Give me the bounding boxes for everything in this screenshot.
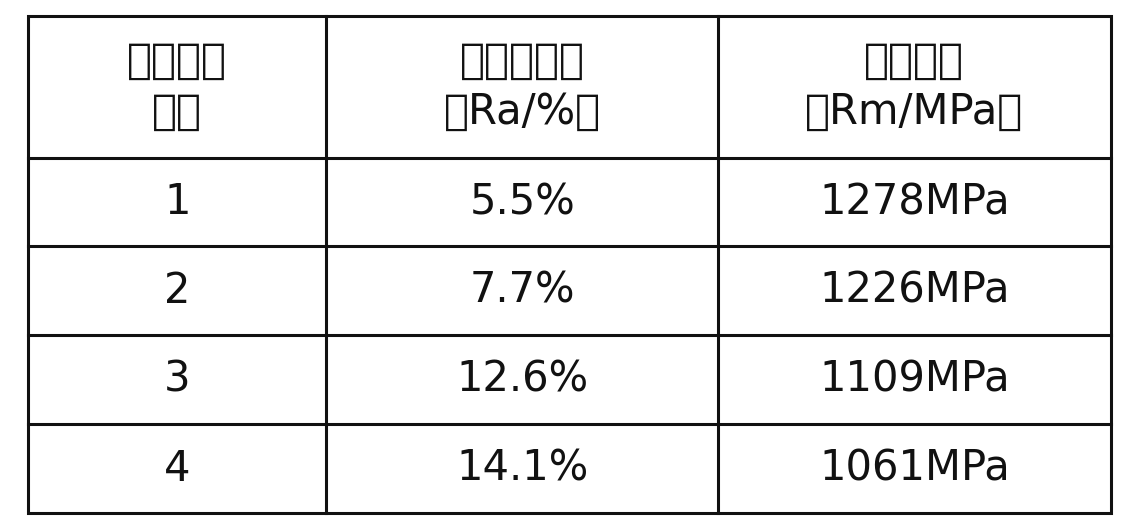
Text: （Rm/MPa）: （Rm/MPa） [805,91,1024,133]
Text: 编号: 编号 [153,91,203,133]
Text: 标准试样: 标准试样 [128,40,228,83]
Text: 3: 3 [164,359,190,401]
Text: 12.6%: 12.6% [456,359,588,401]
Text: 14.1%: 14.1% [456,448,588,490]
Text: 4: 4 [164,448,190,490]
Text: 奥氏体含量: 奥氏体含量 [460,40,584,83]
Text: 1278MPa: 1278MPa [819,181,1009,223]
Text: 1: 1 [164,181,190,223]
Text: （Ra/%）: （Ra/%） [443,91,600,133]
Text: 7.7%: 7.7% [469,270,575,312]
Text: 1109MPa: 1109MPa [819,359,1009,401]
Text: 5.5%: 5.5% [469,181,575,223]
Text: 2: 2 [164,270,190,312]
Text: 1226MPa: 1226MPa [819,270,1009,312]
Text: 抗拉强度: 抗拉强度 [865,40,965,83]
Text: 1061MPa: 1061MPa [819,448,1010,490]
